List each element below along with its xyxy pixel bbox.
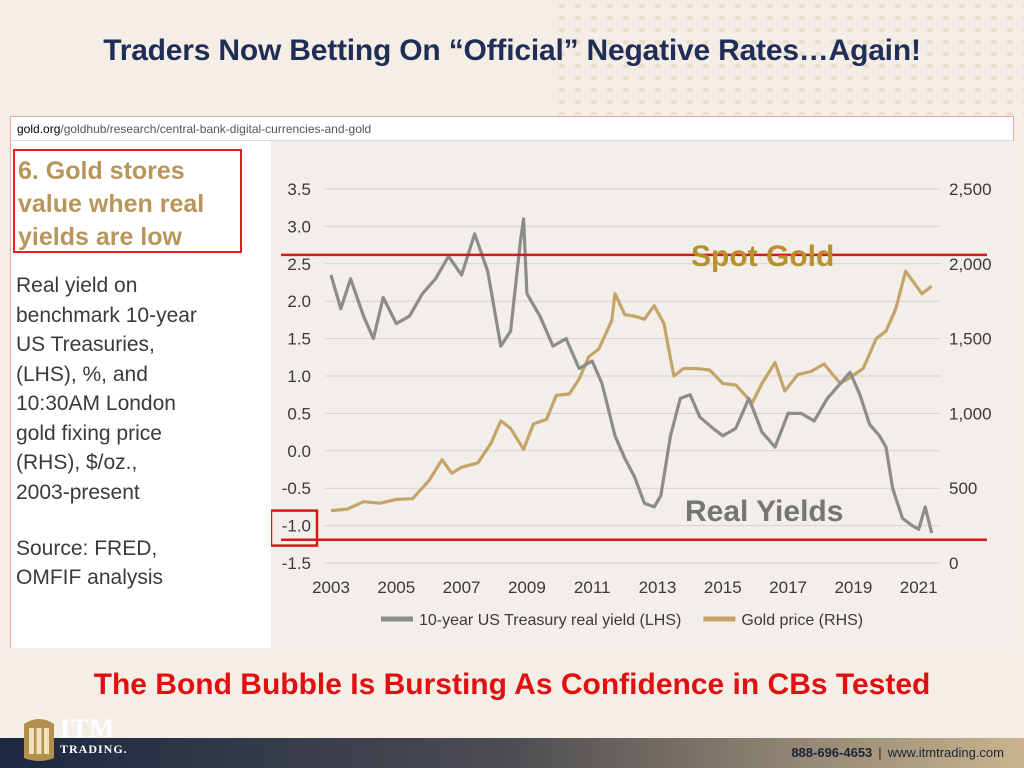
- left-axis-tick-label: -1.0: [282, 517, 311, 536]
- x-axis-tick-label: 2011: [574, 578, 611, 597]
- chart-panel: gold.org/goldhub/research/central-bank-d…: [10, 116, 1014, 648]
- description-line: benchmark 10-year: [16, 303, 197, 327]
- chart-area: 3.5 3.0 2.5 2.0 1.5 1.0 0.5 0.0 -0.5 -1.0 -1.5 2,50…: [271, 141, 1014, 648]
- figure-title-line: value when real: [18, 190, 205, 218]
- source-line: OMFIF analysis: [16, 566, 164, 589]
- left-axis-tick-label: 0.5: [287, 404, 311, 423]
- source-url[interactable]: gold.org/goldhub/research/central-bank-d…: [11, 117, 1013, 141]
- url-domain: gold.org: [17, 122, 61, 136]
- x-axis-tick-label: 2003: [312, 578, 350, 597]
- gold-price-series-line: [330, 269, 933, 513]
- description-line: (LHS), %, and: [16, 362, 148, 386]
- right-axis-tick-label: 2,500: [949, 180, 992, 199]
- left-axis-tick-label: 3.0: [287, 217, 311, 236]
- url-path: /goldhub/research/central-bank-digital-c…: [60, 122, 372, 136]
- phone-number[interactable]: 888-696-4653: [791, 745, 873, 760]
- left-axis-tick-label: 1.0: [287, 367, 311, 386]
- right-axis-tick-label: 1,000: [949, 404, 992, 423]
- figure-title-box: 6. Gold stores value when real yields ar…: [13, 149, 242, 253]
- right-axis-tick-label: 500: [949, 479, 977, 498]
- left-axis-tick-label: 1.5: [287, 330, 311, 349]
- real-yields-annotation: Real Yields: [685, 495, 843, 528]
- right-axis-tick-label: 0: [949, 554, 958, 573]
- figure-source: Source: FRED, OMFIF analysis: [16, 534, 266, 592]
- x-axis-tick-label: 2005: [377, 578, 415, 597]
- description-line: (RHS), $/oz.,: [16, 451, 138, 474]
- legend-label: Gold price (RHS): [741, 612, 863, 629]
- description-line: gold fixing price: [16, 421, 162, 445]
- slide-subheadline: The Bond Bubble Is Bursting As Confidenc…: [93, 668, 931, 701]
- figure-title-line: yields are low: [18, 223, 182, 251]
- background-dot-pattern: [554, 0, 1024, 115]
- description-line: Real yield on: [16, 274, 138, 297]
- chart-description-column: 6. Gold stores value when real yields ar…: [11, 141, 271, 648]
- contact-info: 888-696-4653 | www.itmtrading.com: [791, 745, 1004, 760]
- real-yield-series-line: [329, 217, 934, 534]
- footer-bar: [0, 738, 1024, 768]
- left-axis-tick-label: -1.5: [282, 554, 311, 573]
- source-line: Source: FRED,: [16, 537, 158, 560]
- legend-label: 10-year US Treasury real yield (LHS): [419, 612, 681, 629]
- description-line: US Treasuries,: [16, 333, 155, 356]
- brand-name: ITM: [60, 714, 115, 743]
- line-chart: 3.5 3.0 2.5 2.0 1.5 1.0 0.5 0.0 -0.5 -1.0 -1.5 2,50…: [271, 180, 992, 629]
- right-axis-tick-label: 1,500: [949, 330, 992, 349]
- x-axis-tick-label: 2009: [508, 578, 546, 597]
- x-axis-tick-label: 2019: [834, 578, 872, 597]
- x-axis-tick-label: 2013: [639, 578, 677, 597]
- right-axis-tick-label: 2,000: [949, 255, 992, 274]
- website-link[interactable]: www.itmtrading.com: [887, 745, 1004, 760]
- x-axis-tick-label: 2015: [704, 578, 742, 597]
- itm-logo-icon: [24, 719, 54, 761]
- description-line: 2003-present: [16, 480, 140, 504]
- description-line: 10:30AM London: [16, 392, 176, 415]
- x-axis-tick-label: 2017: [769, 578, 807, 597]
- left-axis-tick-label: 2.0: [287, 292, 311, 311]
- left-axis-tick-label: 3.5: [287, 180, 311, 199]
- left-axis-tick-label: 2.5: [287, 255, 311, 274]
- x-axis-tick-label: 2007: [443, 578, 481, 597]
- brand-logo-text: ITM TRADING.: [60, 714, 128, 757]
- highlighted-tick-box: [271, 509, 319, 547]
- slide-headline: Traders Now Betting On “Official” Negati…: [103, 34, 921, 67]
- figure-title-line: 6. Gold stores: [18, 157, 185, 185]
- left-axis-tick-label: 0.0: [287, 442, 311, 461]
- contact-separator: |: [878, 745, 882, 760]
- brand-subname: TRADING.: [60, 742, 128, 756]
- x-axis-tick-label: 2021: [900, 578, 938, 597]
- left-axis-tick-label: -0.5: [282, 479, 311, 498]
- spot-gold-annotation: Spot Gold: [691, 240, 834, 273]
- figure-description: Real yield on benchmark 10-year US Treas…: [16, 271, 266, 507]
